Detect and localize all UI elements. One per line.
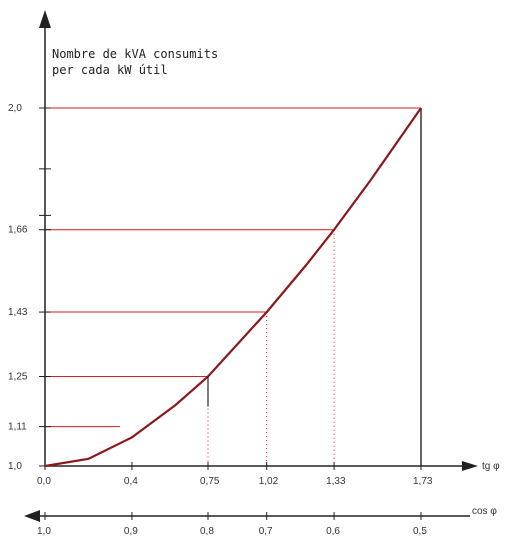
axes <box>24 10 478 522</box>
x-axis-arrow <box>462 461 478 471</box>
guide-lines <box>45 107 422 466</box>
cos-tick-label: 0,6 <box>326 526 340 537</box>
y-tick-label: 1,66 <box>8 225 28 236</box>
chart-title-line: Nombre de kVA consumits <box>52 47 218 61</box>
cos-tick-label: 0,5 <box>413 526 427 537</box>
y-axis-arrow <box>39 10 51 28</box>
labels: 1,0 1,11 1,25 1,43 1,66 2,0 0,0 0,4 0,75 1,02 1,33… <box>8 47 500 537</box>
cos-tick-label: 0,8 <box>200 526 214 537</box>
x-tick-label: 1,73 <box>413 476 433 487</box>
x-tick-label: 1,33 <box>326 476 346 487</box>
y-tick-label: 1,11 <box>8 422 27 433</box>
y-tick-label: 1,0 <box>8 461 22 472</box>
curve-layer <box>44 107 422 468</box>
cos-axis-label: cos φ <box>472 506 497 517</box>
x-tick-label: 0,4 <box>124 476 138 487</box>
y-tick-label: 1,43 <box>8 307 28 318</box>
cos-tick-label: 0,9 <box>124 526 138 537</box>
x-tick-label: 0,0 <box>37 476 51 487</box>
x-tick-label: 0,75 <box>200 476 220 487</box>
chart-title-line: per cada kW útil <box>52 63 168 77</box>
cos-tick-label: 0,7 <box>259 526 273 537</box>
cos-tick-label: 1,0 <box>37 526 51 537</box>
y-tick-label: 2,0 <box>8 103 22 114</box>
x-tick-label: 1,02 <box>259 476 279 487</box>
x-axis-label: tg φ <box>482 461 500 472</box>
series-curve <box>44 107 422 468</box>
y-tick-label: 1,25 <box>8 372 28 383</box>
cos-axis-arrow <box>24 510 40 522</box>
